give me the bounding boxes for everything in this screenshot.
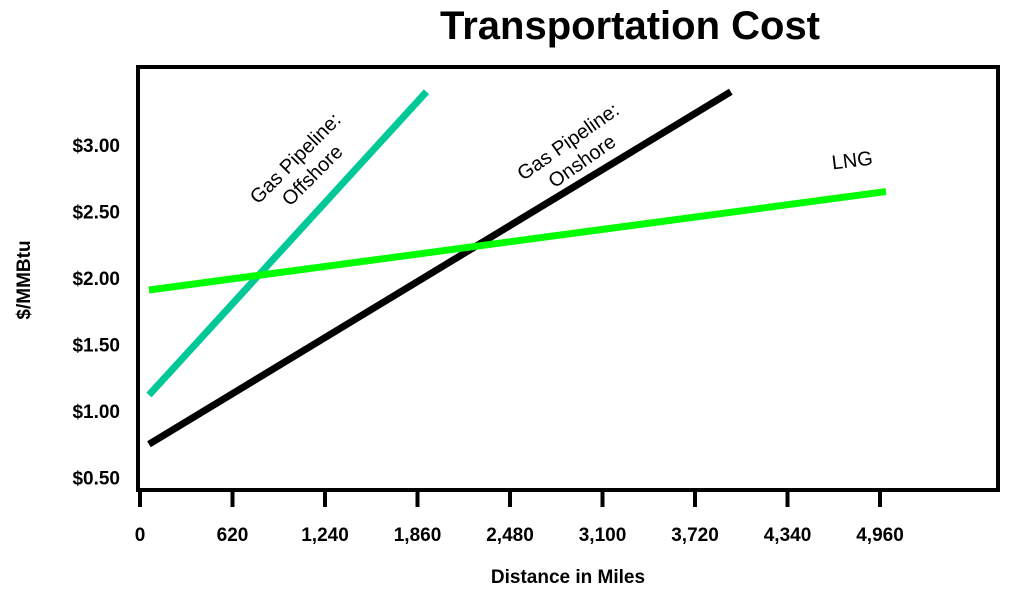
y-tick-label: $1.50 bbox=[72, 336, 120, 357]
x-axis-title: Distance in Miles bbox=[491, 567, 645, 588]
x-tick-label: 620 bbox=[217, 525, 249, 546]
y-axis-ticks: $0.50 $1.00 $1.50 $2.00 $2.50 $3.00 bbox=[72, 136, 120, 490]
y-tick-label: $0.50 bbox=[72, 469, 120, 490]
y-tick-label: $1.00 bbox=[72, 402, 120, 423]
x-tick-label: 4,960 bbox=[856, 525, 904, 546]
x-tick-label: 1,240 bbox=[301, 525, 349, 546]
y-tick-label: $2.50 bbox=[72, 203, 120, 224]
series-line-0 bbox=[146, 89, 430, 398]
annotation-offshore: Gas Pipeline: Offshore bbox=[246, 109, 348, 211]
annotation-lng: LNG bbox=[831, 148, 874, 175]
y-tick-label: $3.00 bbox=[72, 136, 120, 157]
plot-frame bbox=[136, 65, 1000, 492]
y-axis-title: $/MMBtu bbox=[14, 240, 35, 319]
series-line-1 bbox=[147, 88, 733, 448]
x-tick-label: 3,720 bbox=[671, 525, 719, 546]
series-line-2 bbox=[148, 188, 887, 294]
x-tick-label: 4,340 bbox=[764, 525, 812, 546]
y-tick-label: $2.00 bbox=[72, 269, 120, 290]
plot-lines bbox=[146, 88, 887, 448]
x-tick-label: 2,480 bbox=[486, 525, 534, 546]
chart-title: Transportation Cost bbox=[439, 4, 821, 48]
x-tick-label: 1,860 bbox=[394, 525, 442, 546]
x-tick-label: 0 bbox=[135, 525, 146, 546]
x-tick-label: 3,100 bbox=[579, 525, 627, 546]
x-axis-ticks: 0 620 1,240 1,860 2,480 3,100 3,720 4,340 4,960 bbox=[135, 490, 904, 546]
